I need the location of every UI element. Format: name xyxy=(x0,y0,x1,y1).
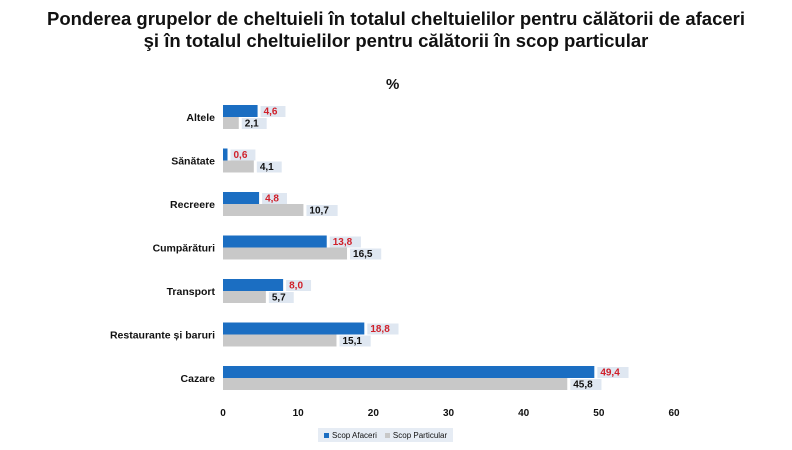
bar-personal xyxy=(223,291,266,303)
x-tick-label: 60 xyxy=(668,408,680,419)
data-label-box-business xyxy=(329,236,361,248)
category-label: Cazare xyxy=(181,373,216,385)
chart-title-line-2: şi în totalul cheltuielilor pentru călăt… xyxy=(143,30,649,51)
category-label: Transport xyxy=(167,286,216,298)
bar-business xyxy=(223,366,595,378)
data-label-business: 4,6 xyxy=(264,107,278,118)
bar-business xyxy=(223,322,365,335)
bar-business xyxy=(223,235,327,248)
data-label-box-business xyxy=(286,280,312,291)
data-label-personal: 2,1 xyxy=(245,119,259,130)
bar-personal xyxy=(223,378,568,390)
legend-label-personal: Scop Particular xyxy=(392,430,448,440)
category-label: Sănătate xyxy=(171,156,215,168)
legend-item-personal: Scop Particular xyxy=(384,430,448,440)
category-label: Altele xyxy=(186,112,215,124)
legend-item-business: Scop Afaceri xyxy=(324,431,377,440)
data-label-business: 18,8 xyxy=(370,324,390,335)
data-label-box-personal xyxy=(570,379,602,390)
bar-personal xyxy=(223,247,348,260)
data-label-box-personal xyxy=(306,205,338,216)
data-label-box-personal xyxy=(350,248,382,260)
data-label-business: 4,8 xyxy=(265,194,279,205)
data-label-box-business xyxy=(230,149,256,161)
data-label-personal: 5,7 xyxy=(272,293,286,304)
data-label-box-business xyxy=(367,323,399,335)
category-label: Cumpărături xyxy=(153,243,216,255)
bar-business xyxy=(223,148,228,161)
bar-business xyxy=(223,279,284,291)
x-tick-label: 50 xyxy=(593,408,605,419)
data-label-personal: 16,5 xyxy=(353,249,373,260)
data-label-personal: 10,7 xyxy=(309,206,329,217)
x-tick-label: 20 xyxy=(368,408,380,419)
data-label-business: 49,4 xyxy=(600,368,620,379)
x-tick-label: 0 xyxy=(220,408,226,419)
bar-business xyxy=(223,192,260,204)
bar-personal xyxy=(223,204,304,216)
data-label-business: 0,6 xyxy=(234,150,248,161)
unit-label: % xyxy=(386,76,400,93)
bar-personal xyxy=(223,160,254,173)
x-tick-label: 40 xyxy=(518,408,530,419)
data-label-personal: 45,8 xyxy=(573,380,593,391)
legend-label-business: Scop Afaceri xyxy=(332,430,377,440)
chart-title: Ponderea grupelor de cheltuieli în total… xyxy=(0,8,792,52)
category-label: Recreere xyxy=(170,199,215,211)
legend-swatch-business xyxy=(324,432,329,438)
bar-personal xyxy=(223,334,337,347)
bar-personal xyxy=(223,117,239,129)
chart-title-line-1: Ponderea grupelor de cheltuieli în total… xyxy=(46,8,745,29)
data-label-box-personal xyxy=(268,292,294,303)
data-label-personal: 15,1 xyxy=(343,336,363,347)
data-label-box-business xyxy=(262,193,287,204)
legend: Scop Afaceri Scop Particular xyxy=(318,428,454,442)
data-label-box-business xyxy=(260,106,286,117)
data-label-business: 13,8 xyxy=(333,237,353,248)
data-label-business: 8,0 xyxy=(289,281,303,292)
data-label-box-personal xyxy=(339,335,371,347)
bar-business xyxy=(223,105,258,117)
data-label-box-business xyxy=(597,367,629,378)
legend-swatch-personal xyxy=(384,432,390,438)
category-label: Restaurante și baruri xyxy=(110,330,215,342)
x-tick-label: 10 xyxy=(293,408,305,419)
data-label-box-personal xyxy=(241,118,267,129)
data-label-personal: 4,1 xyxy=(260,162,274,173)
data-label-box-personal xyxy=(256,161,282,173)
x-tick-label: 30 xyxy=(443,408,455,419)
